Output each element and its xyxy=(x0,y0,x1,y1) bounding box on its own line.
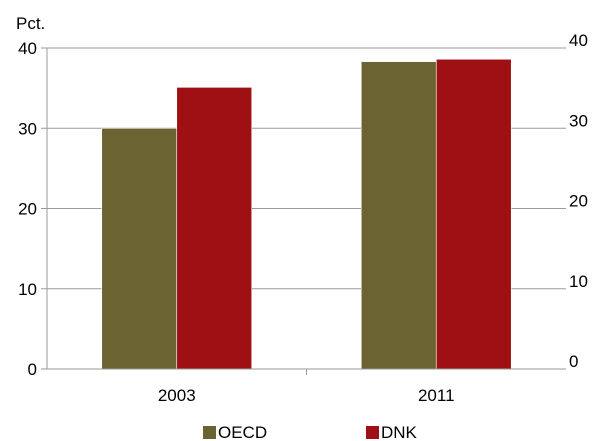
y-axis-right: 0 10 20 30 40 xyxy=(569,31,588,371)
legend-label-oecd: OECD xyxy=(218,423,267,441)
y-tick-label-left: 0 xyxy=(28,360,37,379)
y-tick-label-right: 40 xyxy=(569,31,588,50)
x-tick-label: 2011 xyxy=(418,386,455,405)
legend-label-dnk: DNK xyxy=(381,423,418,441)
y-tick-label-left: 30 xyxy=(18,119,37,138)
y-tick-label-left: 10 xyxy=(18,280,37,299)
y-axis-left: 0 10 20 30 40 xyxy=(18,39,37,379)
y-axis-unit: Pct. xyxy=(16,14,45,33)
x-tick-label: 2003 xyxy=(158,386,196,405)
legend: OECD DNK xyxy=(203,423,418,441)
y-tick-label-right: 20 xyxy=(569,192,588,211)
legend-swatch-dnk xyxy=(366,426,379,439)
y-tick-label-left: 40 xyxy=(18,39,37,58)
y-tick-label-right: 0 xyxy=(569,352,578,371)
y-tick-label-left: 20 xyxy=(18,200,37,219)
bar-dnk-2003 xyxy=(176,87,253,370)
bars xyxy=(101,58,512,370)
y-tick-label-right: 30 xyxy=(569,111,588,130)
bar-oecd-2003 xyxy=(101,127,178,370)
legend-swatch-oecd xyxy=(203,426,216,439)
bar-dnk-2011 xyxy=(435,58,512,370)
y-tick-label-right: 10 xyxy=(569,272,588,291)
axes xyxy=(41,47,566,375)
x-axis: 2003 2011 xyxy=(158,386,455,405)
bar-oecd-2011 xyxy=(360,61,437,370)
